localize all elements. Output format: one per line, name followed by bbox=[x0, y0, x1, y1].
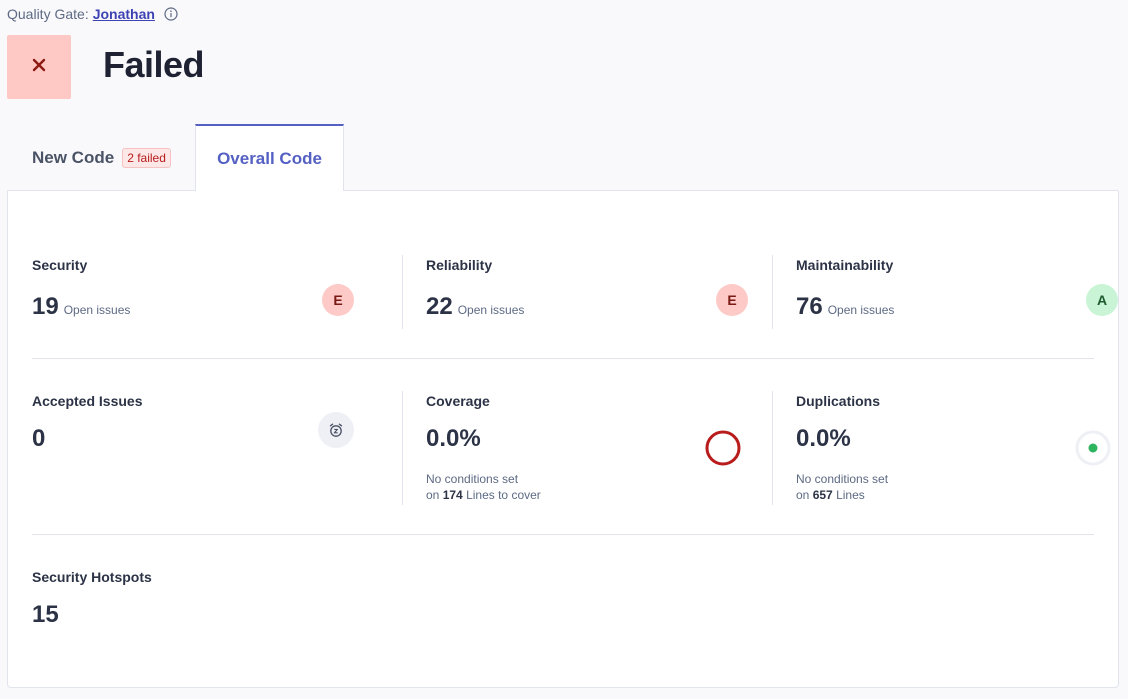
info-icon[interactable] bbox=[164, 7, 178, 21]
security-value[interactable]: 19 bbox=[32, 293, 59, 320]
gate-status-title: Failed bbox=[103, 44, 205, 85]
duplications-note: No conditions set on 657 Lines bbox=[796, 471, 888, 503]
duplications-note-line1: No conditions set bbox=[796, 472, 889, 486]
gate-status-box bbox=[7, 35, 71, 99]
tab-new-code[interactable]: New Code 2 failed bbox=[7, 124, 196, 191]
reliability-title: Reliability bbox=[426, 257, 493, 273]
duplications-title: Duplications bbox=[796, 393, 881, 409]
close-icon bbox=[31, 57, 47, 78]
tab-new-code-label: New Code bbox=[32, 147, 115, 167]
coverage-row: Accepted Issues 0 Coverage 0.0% No condi… bbox=[32, 391, 1111, 505]
security-sub: Open issues bbox=[63, 303, 131, 317]
accepted-issues-title: Accepted Issues bbox=[32, 393, 143, 409]
coverage-ring-icon bbox=[704, 429, 742, 472]
accepted-issues-value[interactable]: 0 bbox=[32, 425, 46, 452]
tab-overall-code[interactable]: Overall Code bbox=[195, 124, 344, 191]
security-card[interactable]: Security 19 Open issues E bbox=[32, 255, 378, 329]
alarm-clock-icon bbox=[318, 412, 354, 448]
duplications-dot-icon bbox=[1074, 429, 1112, 472]
security-title: Security bbox=[32, 257, 88, 273]
coverage-lines-count: 174 bbox=[442, 488, 463, 502]
duplications-note-line2: on 657 Lines bbox=[796, 488, 865, 502]
failed-badge: 2 failed bbox=[122, 147, 171, 168]
security-grade-badge: E bbox=[322, 284, 354, 316]
hotspots-row: Security Hotspots 15 bbox=[32, 567, 1094, 628]
reliability-sub: Open issues bbox=[457, 303, 525, 317]
reliability-value[interactable]: 22 bbox=[426, 293, 453, 320]
quality-gate-link[interactable]: Jonathan bbox=[92, 6, 155, 22]
coverage-card[interactable]: Coverage 0.0% No conditions set on 174 L… bbox=[402, 391, 748, 505]
coverage-title: Coverage bbox=[426, 393, 490, 409]
accepted-issues-card[interactable]: Accepted Issues 0 bbox=[32, 391, 378, 505]
duplications-card[interactable]: Duplications 0.0% No conditions set on 6… bbox=[772, 391, 1111, 505]
reliability-grade-badge: E bbox=[716, 284, 748, 316]
security-hotspots-card[interactable]: Security Hotspots 15 bbox=[32, 567, 378, 628]
maintainability-title: Maintainability bbox=[796, 257, 894, 273]
divider bbox=[32, 358, 1094, 359]
maintainability-grade-badge: A bbox=[1086, 284, 1118, 316]
maintainability-value[interactable]: 76 bbox=[796, 293, 823, 320]
quality-gate-label: Quality Gate: bbox=[7, 6, 89, 22]
duplications-value[interactable]: 0.0% bbox=[796, 425, 851, 452]
divider bbox=[32, 534, 1094, 535]
security-hotspots-title: Security Hotspots bbox=[32, 569, 152, 585]
coverage-value[interactable]: 0.0% bbox=[426, 425, 481, 452]
quality-gate-header: Quality Gate: Jonathan bbox=[7, 6, 178, 22]
metrics-panel: Security 19 Open issues E Reliability 22… bbox=[7, 190, 1119, 688]
duplications-lines-count: 657 bbox=[812, 488, 833, 502]
maintainability-card[interactable]: Maintainability 76 Open issues A bbox=[772, 255, 1118, 329]
reliability-card[interactable]: Reliability 22 Open issues E bbox=[402, 255, 748, 329]
coverage-note: No conditions set on 174 Lines to cover bbox=[426, 471, 541, 503]
coverage-note-line1: No conditions set bbox=[426, 472, 519, 486]
issues-row: Security 19 Open issues E Reliability 22… bbox=[32, 255, 1118, 329]
tab-overall-code-label: Overall Code bbox=[217, 148, 322, 168]
security-hotspots-value[interactable]: 15 bbox=[32, 601, 59, 628]
coverage-note-line2: on 174 Lines to cover bbox=[426, 488, 541, 502]
maintainability-sub: Open issues bbox=[827, 303, 895, 317]
